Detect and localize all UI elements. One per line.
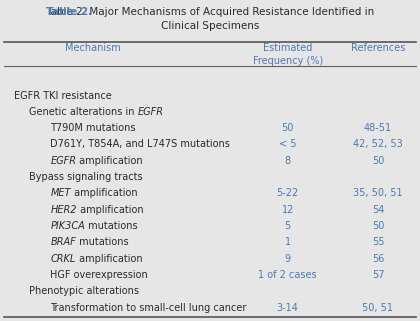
- Text: amplification: amplification: [77, 205, 144, 215]
- Text: 3-14: 3-14: [277, 302, 299, 313]
- Text: 56: 56: [372, 254, 384, 264]
- Text: Transformation to small-cell lung cancer: Transformation to small-cell lung cancer: [50, 302, 247, 313]
- Text: T790M mutations: T790M mutations: [50, 123, 136, 133]
- Text: 9: 9: [285, 254, 291, 264]
- Text: 5-22: 5-22: [277, 188, 299, 198]
- Text: Genetic alterations in: Genetic alterations in: [29, 107, 138, 117]
- Text: 55: 55: [372, 237, 384, 247]
- Text: References: References: [351, 43, 405, 53]
- Text: Phenotypic alterations: Phenotypic alterations: [29, 286, 139, 296]
- Text: mutations: mutations: [85, 221, 138, 231]
- Text: amplification: amplification: [76, 254, 142, 264]
- Text: 50: 50: [281, 123, 294, 133]
- Text: 1 of 2 cases: 1 of 2 cases: [258, 270, 317, 280]
- Text: 48-51: 48-51: [364, 123, 392, 133]
- Text: < 5: < 5: [279, 139, 297, 150]
- Text: HGF overexpression: HGF overexpression: [50, 270, 148, 280]
- Text: 57: 57: [372, 270, 384, 280]
- Text: 35, 50, 51: 35, 50, 51: [353, 188, 403, 198]
- Text: HER2: HER2: [50, 205, 77, 215]
- Text: 1: 1: [285, 237, 291, 247]
- Text: Mechanism: Mechanism: [65, 43, 120, 53]
- Text: 54: 54: [372, 205, 384, 215]
- Text: PIK3CA: PIK3CA: [50, 221, 85, 231]
- Text: Table 2. Major Mechanisms of Acquired Resistance Identified in
Clinical Specimen: Table 2. Major Mechanisms of Acquired Re…: [46, 7, 374, 31]
- Text: 8: 8: [285, 156, 291, 166]
- Text: amplification: amplification: [71, 188, 137, 198]
- Text: 5: 5: [285, 221, 291, 231]
- Text: D761Y, T854A, and L747S mutations: D761Y, T854A, and L747S mutations: [50, 139, 230, 150]
- Text: EGFR TKI resistance: EGFR TKI resistance: [14, 91, 112, 100]
- Text: EGFR: EGFR: [138, 107, 164, 117]
- Text: 12: 12: [281, 205, 294, 215]
- Text: 50: 50: [372, 156, 384, 166]
- Text: MET: MET: [50, 188, 71, 198]
- Text: 42, 52, 53: 42, 52, 53: [353, 139, 403, 150]
- Text: amplification: amplification: [76, 156, 143, 166]
- Text: CRKL: CRKL: [50, 254, 76, 264]
- Text: 50: 50: [372, 221, 384, 231]
- Text: 50, 51: 50, 51: [362, 302, 394, 313]
- Text: EGFR: EGFR: [50, 156, 76, 166]
- Text: BRAF: BRAF: [50, 237, 76, 247]
- Text: Estimated
Frequency (%): Estimated Frequency (%): [252, 43, 323, 66]
- Text: mutations: mutations: [76, 237, 129, 247]
- Text: Bypass signaling tracts: Bypass signaling tracts: [29, 172, 143, 182]
- Text: Table 2.: Table 2.: [46, 7, 92, 17]
